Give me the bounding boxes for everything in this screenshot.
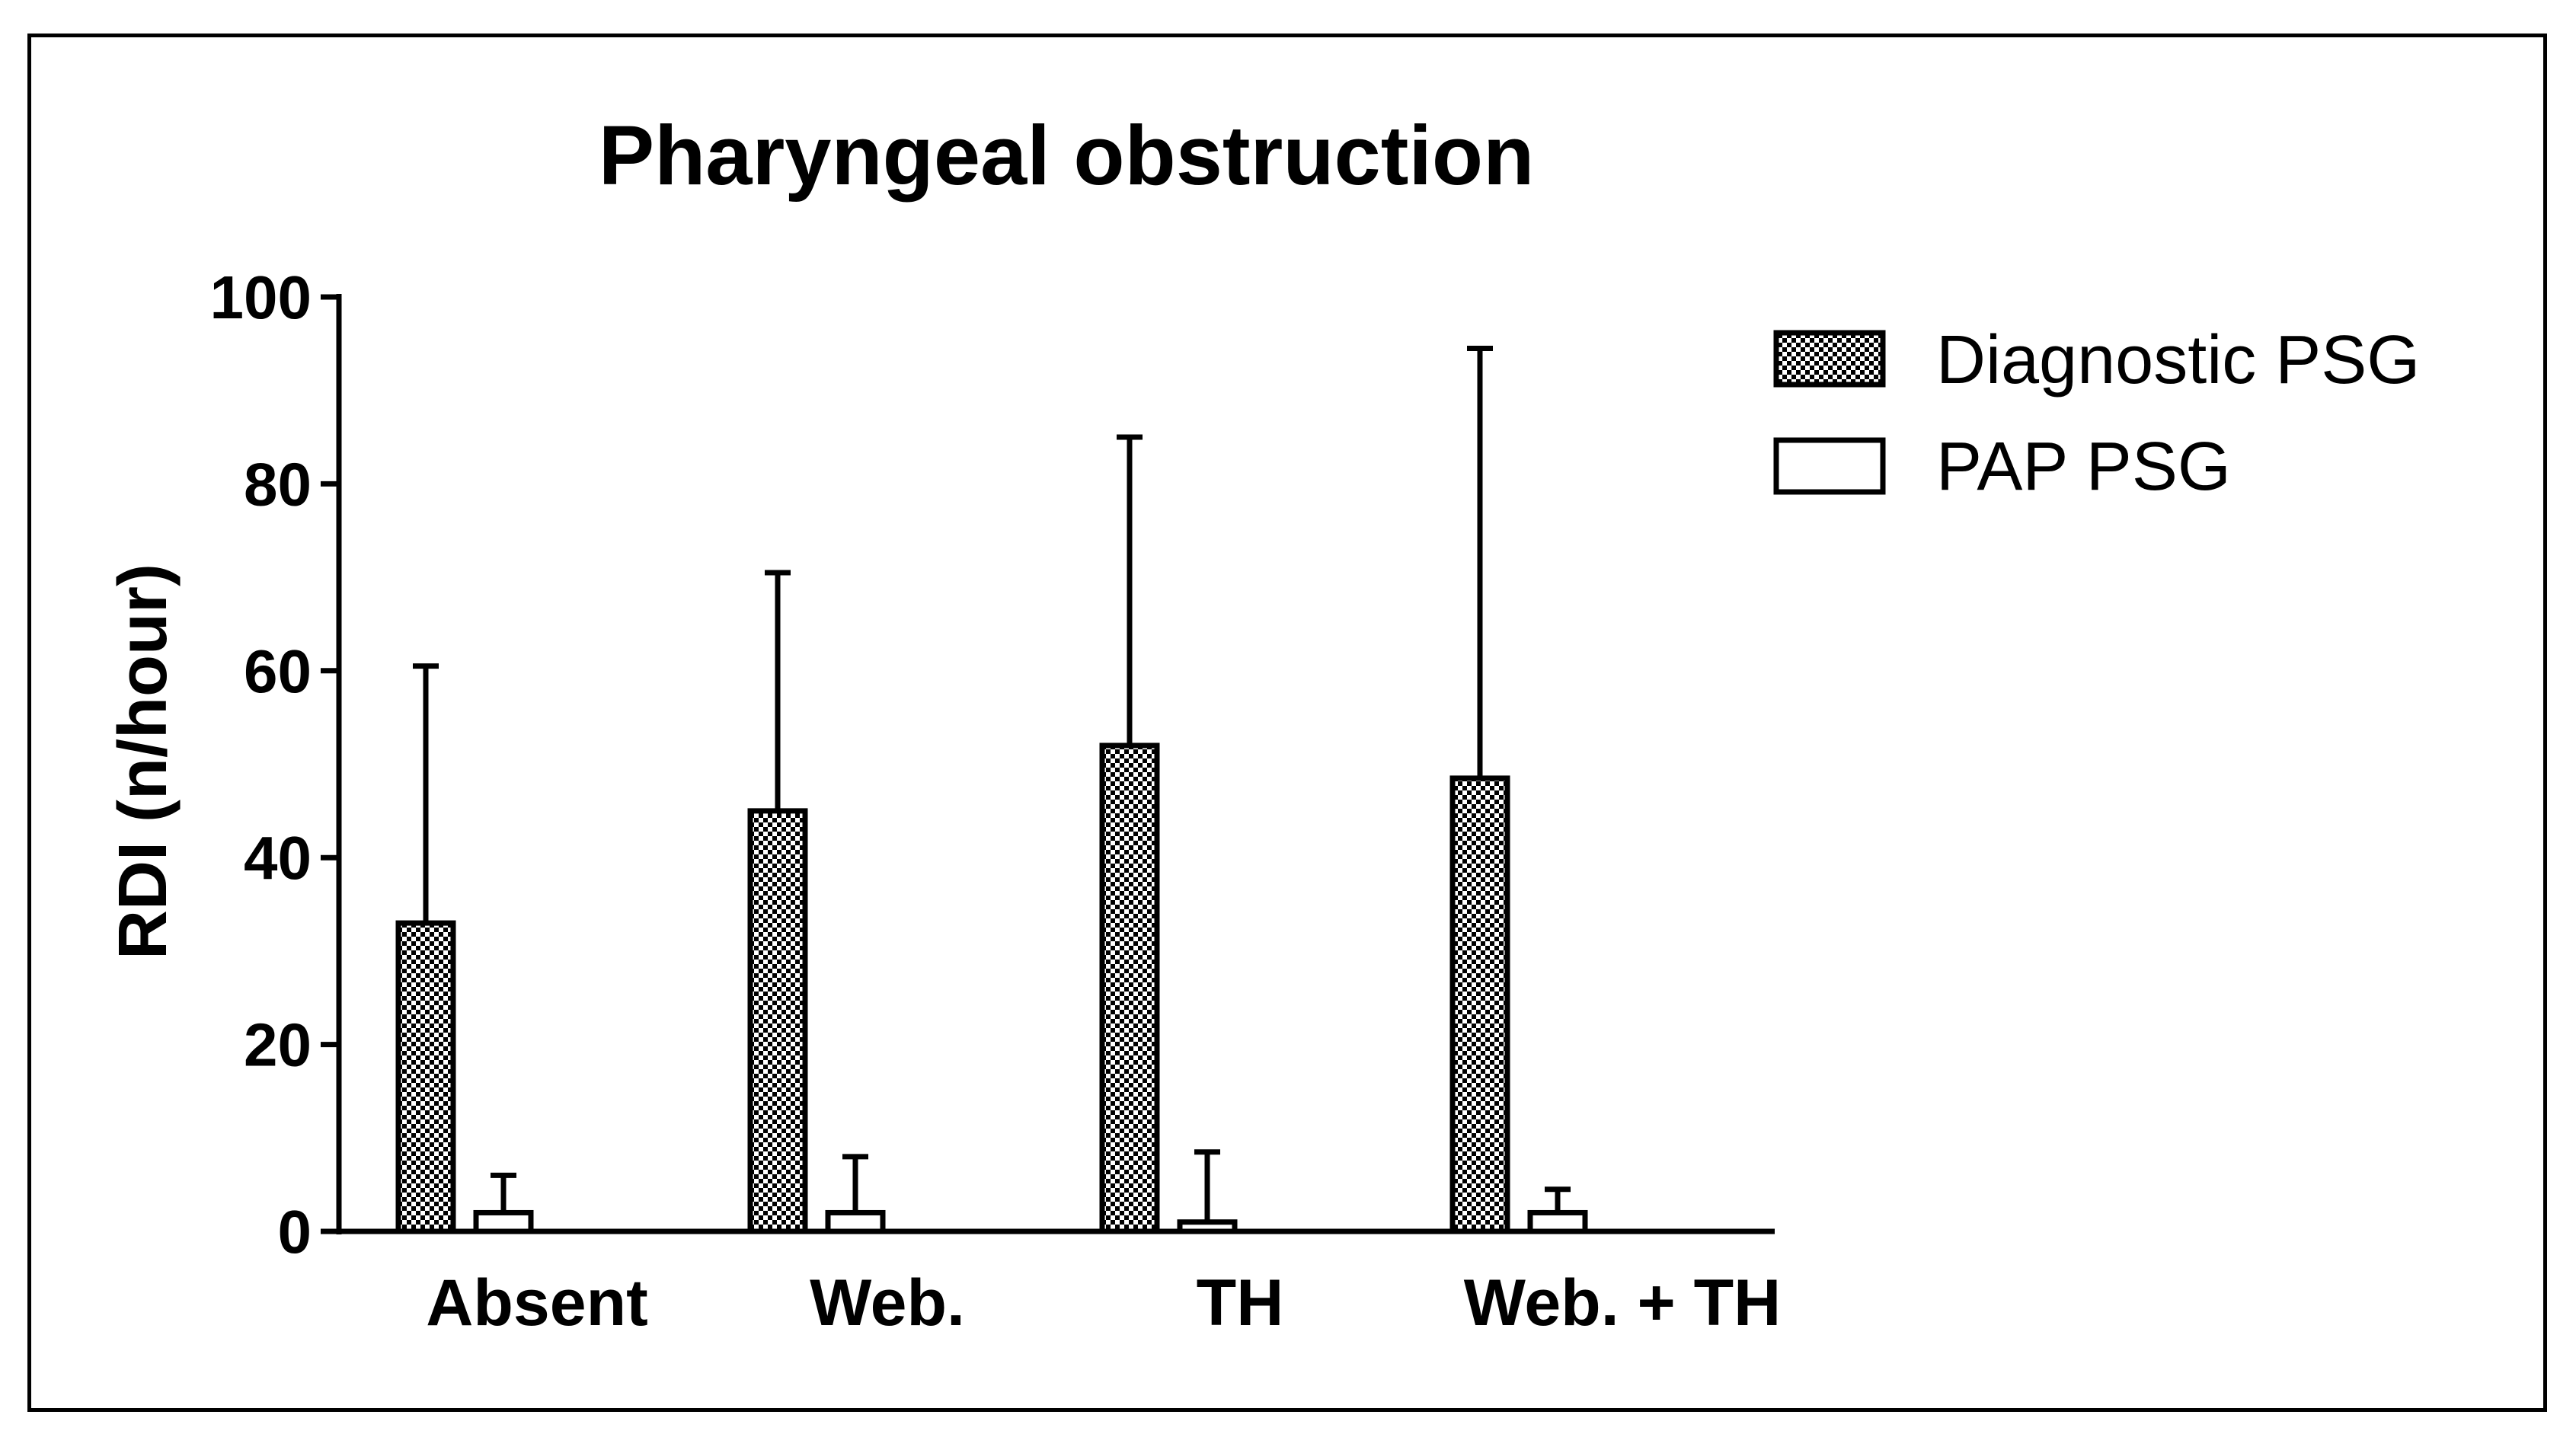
- bar-diagnostic-psg: [1449, 775, 1510, 1234]
- legend-label-pap: PAP PSG: [1936, 429, 2231, 505]
- x-tick-label: Web. + TH: [1464, 1266, 1782, 1340]
- y-tick-label: 40: [244, 824, 312, 892]
- legend: Diagnostic PSG PAP PSG: [1773, 322, 2420, 505]
- legend-swatch-pap: [1773, 437, 1886, 495]
- bar-diagnostic-psg: [747, 808, 808, 1234]
- bars: [395, 345, 1588, 1234]
- y-tick-label: 0: [278, 1198, 312, 1266]
- x-tick-label: Web.: [810, 1266, 965, 1340]
- x-tick-label: Absent: [426, 1266, 647, 1340]
- x-tick-label: TH: [1197, 1266, 1284, 1340]
- bar-pap-psg: [473, 1209, 534, 1234]
- legend-swatch-diagnostic: [1773, 330, 1886, 388]
- bar-pap-psg: [1177, 1219, 1238, 1234]
- bar-pap-psg: [1527, 1209, 1588, 1234]
- x-axis-labels: Absent Web. TH Web. + TH: [426, 1266, 1781, 1340]
- legend-label-diagnostic: Diagnostic PSG: [1936, 322, 2420, 398]
- bar-pap-psg: [825, 1209, 886, 1234]
- bar-diagnostic-psg: [395, 920, 456, 1234]
- y-tick-label: 60: [244, 637, 312, 705]
- chart-title: Pharyngeal obstruction: [599, 109, 1535, 203]
- y-tick-label: 100: [210, 263, 312, 331]
- chart-frame: [27, 34, 2547, 1412]
- y-tick-label: 80: [244, 450, 312, 518]
- y-axis-label: RDI (n/hour): [105, 564, 181, 960]
- y-tick-label: 20: [244, 1011, 312, 1079]
- axes: 0 20 40 60 80 100: [210, 263, 1775, 1266]
- bar-diagnostic-psg: [1099, 742, 1160, 1234]
